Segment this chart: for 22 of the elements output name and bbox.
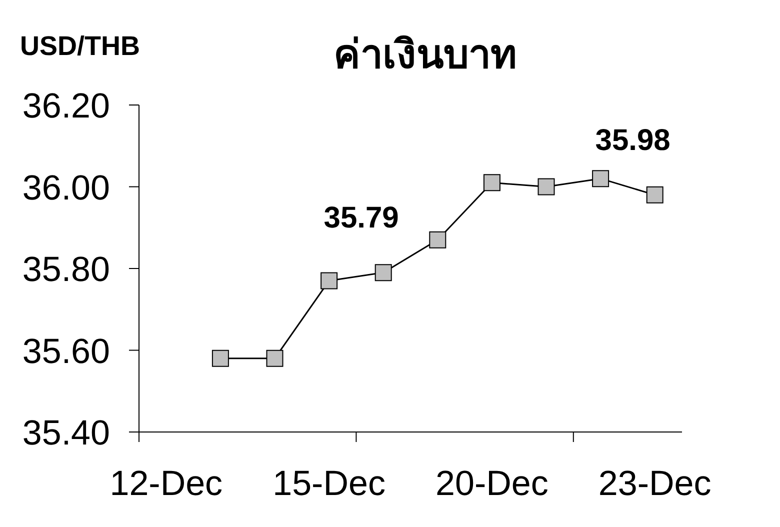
point	[646, 186, 664, 204]
x-tick-label: 12-Dec	[110, 464, 223, 503]
y-tick-label: 36.00	[22, 168, 110, 208]
point	[212, 350, 229, 367]
point	[320, 272, 338, 290]
data-label: 35.79	[324, 202, 399, 235]
point	[483, 174, 500, 192]
y-tick-label: 35.40	[22, 414, 110, 453]
x-tick-label: 15-Dec	[272, 464, 386, 503]
point	[429, 231, 446, 248]
x-tick-label: 20-Dec	[436, 464, 548, 503]
point	[374, 264, 392, 282]
x-tick-label: 23-Dec	[598, 464, 712, 503]
y-tick-label: 36.20	[22, 86, 110, 126]
point	[538, 178, 555, 196]
y-axis-title: USD/THB	[20, 31, 140, 61]
y-tick-label: 35.80	[22, 250, 110, 290]
point	[266, 350, 284, 367]
data-label: 35.98	[595, 124, 670, 157]
y-tick-label: 35.60	[22, 332, 110, 371]
chart-title: ค่าเงินบาท	[334, 33, 516, 77]
point	[592, 170, 610, 188]
